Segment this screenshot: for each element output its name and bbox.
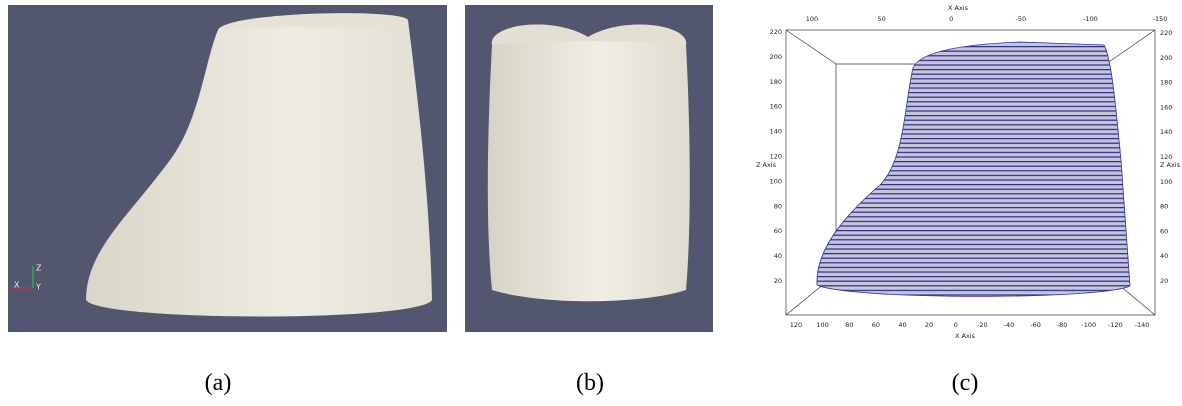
tick-label: -20: [977, 321, 988, 329]
tick-label: 120: [770, 153, 782, 161]
tick-label: 50: [877, 15, 885, 23]
tick-label: -80: [1057, 321, 1068, 329]
tick-label: 220: [770, 28, 782, 36]
tick-label: 20: [1160, 277, 1168, 285]
axis-title: X Axis: [955, 332, 976, 340]
tick-label: -100: [1083, 15, 1098, 23]
tick-label: 140: [770, 128, 782, 136]
tick-label: 100: [816, 321, 828, 329]
tick-label: 80: [1160, 203, 1168, 211]
tick-label: 60: [1160, 227, 1168, 235]
tick-label: 120: [1160, 153, 1172, 161]
panel-c: X Axis X Axis Z Axis Z Axis 100 50 0 -50 -10…: [756, 4, 1181, 340]
panel-c-shape: [817, 42, 1130, 296]
tick-label: 100: [1160, 178, 1172, 186]
tick-label: -100: [1081, 321, 1096, 329]
panel-b-shape: [488, 25, 690, 302]
tick-label: 200: [770, 53, 782, 61]
tick-label: 20: [774, 277, 782, 285]
tick-label: -150: [1153, 15, 1168, 23]
tick-label: -120: [1108, 321, 1123, 329]
tick-label: -60: [1030, 321, 1041, 329]
tick-label: -40: [1004, 321, 1015, 329]
caption: (a): [205, 370, 232, 396]
tick-label: -50: [1015, 15, 1026, 23]
tick-label: 80: [774, 202, 782, 210]
tick-label: 0: [954, 321, 958, 329]
tick-label: 160: [1160, 103, 1172, 111]
caption: (b): [576, 370, 604, 396]
tick-label: 20: [925, 321, 933, 329]
tick-label: 120: [790, 321, 802, 329]
tick-label: 0: [949, 15, 953, 23]
axis-title: Z Axis: [756, 161, 777, 169]
frame-edge: [786, 30, 836, 64]
tick-label: 60: [774, 227, 782, 235]
triad-label: Z: [36, 264, 42, 273]
figure: Z X Y X Axis X Axis Z Axis Z Axis 100 50 0…: [0, 0, 1182, 406]
tick-label: 40: [1160, 252, 1168, 260]
tick-label: -140: [1135, 321, 1150, 329]
tick-label: 100: [806, 15, 818, 23]
tick-label: 180: [770, 78, 782, 86]
tick-label: 180: [1160, 79, 1172, 87]
tick-label: 140: [1160, 128, 1172, 136]
axis-title: X Axis: [948, 4, 969, 12]
triad-label: X: [14, 281, 20, 290]
caption: (c): [952, 370, 979, 396]
tick-label: 60: [872, 321, 880, 329]
tick-label: 80: [845, 321, 853, 329]
tick-label: 100: [770, 177, 782, 185]
tick-label: 220: [1160, 29, 1172, 37]
tick-label: 40: [898, 321, 906, 329]
tick-label: 200: [1160, 54, 1172, 62]
frame-edge: [1106, 30, 1155, 64]
tick-label: 160: [770, 103, 782, 111]
tick-label: 40: [774, 252, 782, 260]
axis-title: Z Axis: [1160, 161, 1181, 169]
triad-label: Y: [35, 283, 41, 292]
